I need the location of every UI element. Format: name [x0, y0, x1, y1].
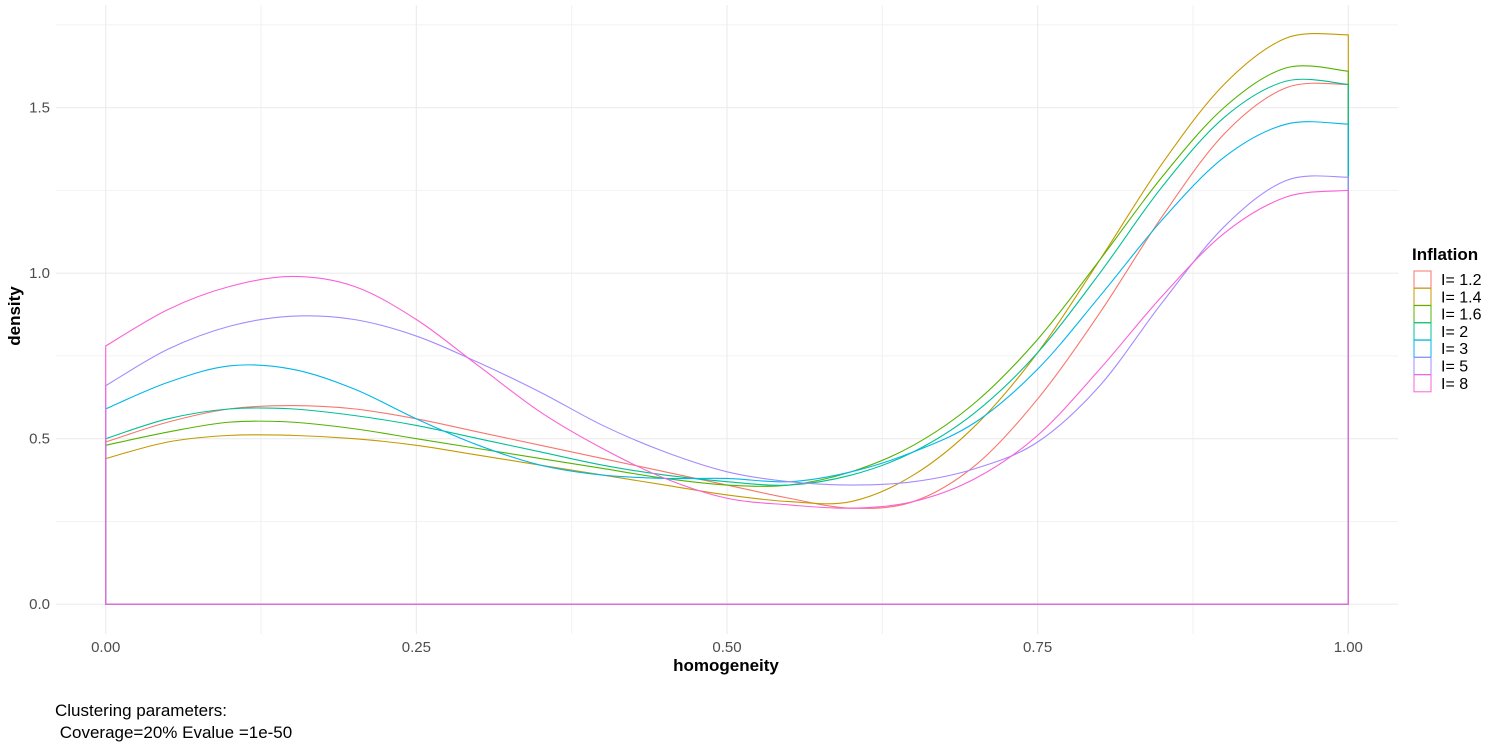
legend-label-4: I= 2 [1441, 324, 1468, 341]
legend-key-6 [1413, 357, 1432, 375]
legend-key-5 [1413, 339, 1432, 358]
legend-key-2 [1413, 287, 1432, 306]
density-line-7 [105, 189, 1349, 605]
density-line-1 [105, 82, 1349, 605]
density-series [105, 32, 1349, 605]
legend-label-2: I= 1.4 [1441, 289, 1482, 306]
y-tick-label: 0.5 [29, 431, 50, 448]
x-axis-ticks: 0.00 0.25 0.50 0.75 1.00 [91, 639, 1363, 656]
y-tick-label: 0.0 [29, 596, 50, 613]
legend-label-5: I= 3 [1441, 341, 1468, 358]
density-line-5 [105, 121, 1349, 605]
density-line-2 [105, 32, 1349, 605]
legend-title: Inflation [1412, 245, 1478, 264]
y-tick-label: 1.5 [29, 100, 50, 117]
x-tick-label: 0.75 [1023, 639, 1052, 656]
caption-line-2: Coverage=20% Evalue =1e-50 [55, 723, 293, 742]
density-chart: 0.00 0.25 0.50 0.75 1.00 0.0 0.5 1.0 1.5 homoge… [5, 5, 1482, 675]
legend-label-1: I= 1.2 [1441, 272, 1482, 289]
legend-key-1 [1413, 270, 1432, 289]
legend-label-7: I= 8 [1441, 376, 1468, 393]
x-tick-label: 0.50 [712, 639, 741, 656]
x-tick-label: 0.25 [402, 639, 431, 656]
y-axis-ticks: 0.0 0.5 1.0 1.5 [29, 100, 50, 614]
major-gridlines [56, 5, 1398, 634]
y-tick-label: 1.0 [29, 265, 50, 282]
x-tick-label: 0.00 [91, 639, 120, 656]
caption: Clustering parameters: Coverage=20% Eval… [55, 700, 292, 744]
y-axis-title: density [5, 286, 24, 346]
legend-key-7 [1413, 374, 1432, 393]
density-line-3 [105, 65, 1349, 605]
x-tick-label: 1.00 [1334, 639, 1363, 656]
x-axis-title: homogeneity [673, 656, 779, 675]
legend: Inflation I= 1.2I= 1.4I= 1.6I= 2I= 3I= 5… [1412, 245, 1482, 393]
legend-label-3: I= 1.6 [1441, 307, 1482, 324]
legend-key-4 [1413, 322, 1432, 341]
density-line-4 [105, 78, 1349, 605]
caption-line-1: Clustering parameters: [55, 701, 227, 720]
legend-key-3 [1413, 305, 1432, 324]
legend-label-6: I= 5 [1441, 359, 1468, 376]
density-line-6 [105, 175, 1349, 605]
